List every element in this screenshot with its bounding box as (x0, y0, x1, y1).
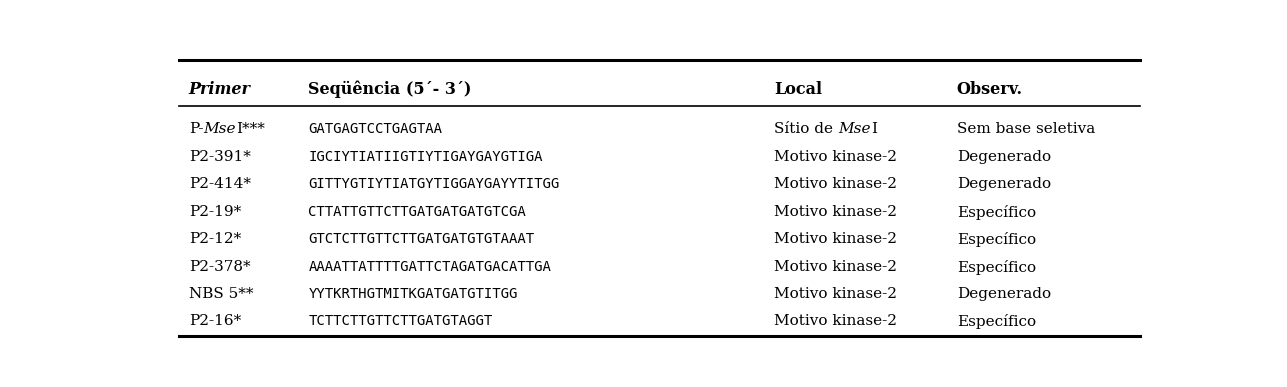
Text: Motivo kinase-2: Motivo kinase-2 (775, 260, 897, 274)
Text: P2-391*: P2-391* (189, 150, 251, 164)
Text: TCTTCTTGTTCTTGATGTAGGT: TCTTCTTGTTCTTGATGTAGGT (309, 314, 493, 328)
Text: P-: P- (189, 122, 203, 137)
Text: Específico: Específico (956, 260, 1036, 274)
Text: Degenerado: Degenerado (956, 150, 1051, 164)
Text: Motivo kinase-2: Motivo kinase-2 (775, 287, 897, 301)
Text: Primer: Primer (189, 81, 251, 98)
Text: P2-414*: P2-414* (189, 177, 251, 191)
Text: GTCTCTTGTTCTTGATGATGTGTAAAT: GTCTCTTGTTCTTGATGATGTGTAAAT (309, 232, 534, 246)
Text: P2-16*: P2-16* (189, 314, 241, 328)
Text: Degenerado: Degenerado (956, 287, 1051, 301)
Text: NBS 5**: NBS 5** (189, 287, 254, 301)
Text: P2-19*: P2-19* (189, 205, 241, 219)
Text: Específico: Específico (956, 232, 1036, 247)
Text: Motivo kinase-2: Motivo kinase-2 (775, 177, 897, 191)
Text: Mse: Mse (838, 122, 871, 137)
Text: Observ.: Observ. (956, 81, 1023, 98)
Text: Seqüência (5´- 3´): Seqüência (5´- 3´) (309, 81, 472, 98)
Text: Local: Local (775, 81, 822, 98)
Text: Motivo kinase-2: Motivo kinase-2 (775, 314, 897, 328)
Text: Motivo kinase-2: Motivo kinase-2 (775, 232, 897, 246)
Text: GATGAGTCCTGAGTAA: GATGAGTCCTGAGTAA (309, 122, 443, 137)
Text: Específico: Específico (956, 314, 1036, 329)
Text: Motivo kinase-2: Motivo kinase-2 (775, 205, 897, 219)
Text: IGCIYTIATIIGTIYTIGAYGAYGTIGA: IGCIYTIATIIGTIYTIGAYGAYGTIGA (309, 150, 543, 164)
Text: Sem base seletiva: Sem base seletiva (956, 122, 1095, 137)
Text: Sítio de: Sítio de (775, 122, 838, 137)
Text: Específico: Específico (956, 205, 1036, 220)
Text: Motivo kinase-2: Motivo kinase-2 (775, 150, 897, 164)
Text: AAAATTATTTTGATTCTAGATGACATTGA: AAAATTATTTTGATTCTAGATGACATTGA (309, 260, 551, 274)
Text: I***: I*** (236, 122, 265, 137)
Text: Degenerado: Degenerado (956, 177, 1051, 191)
Text: GITTYGTIYTIATGYTIGGAYGAYYTITGG: GITTYGTIYTIATGYTIGGAYGAYYTITGG (309, 177, 560, 191)
Text: YYTKRTHGTMITKGATGATGTITGG: YYTKRTHGTMITKGATGATGTITGG (309, 287, 517, 301)
Text: P2-12*: P2-12* (189, 232, 241, 246)
Text: CTTATTGTTCTTGATGATGATGTCGA: CTTATTGTTCTTGATGATGATGTCGA (309, 205, 526, 219)
Text: I: I (871, 122, 876, 137)
Text: P2-378*: P2-378* (189, 260, 251, 274)
Text: Mse: Mse (203, 122, 236, 137)
